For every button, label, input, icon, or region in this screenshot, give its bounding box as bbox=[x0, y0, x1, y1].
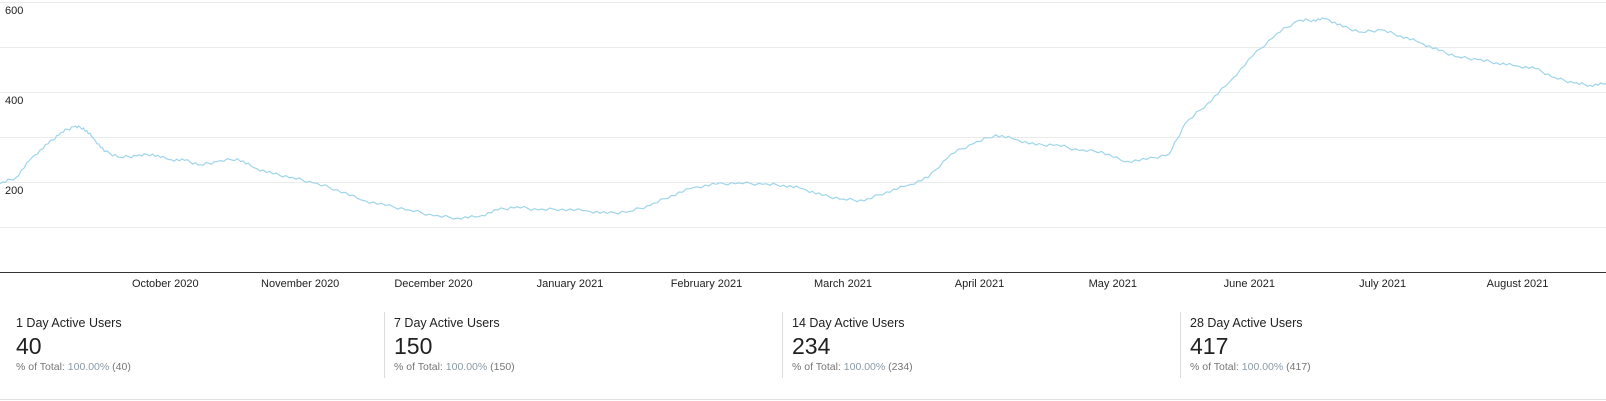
metric-value: 234 bbox=[792, 333, 831, 359]
x-tick-label: July 2021 bbox=[1359, 278, 1406, 290]
metric-divider bbox=[1180, 312, 1181, 378]
x-tick-label: June 2021 bbox=[1224, 278, 1275, 290]
metric-total: % of Total: 100.00% (40) bbox=[16, 361, 131, 373]
total-percent: 100.00% bbox=[445, 361, 488, 373]
total-prefix: % of Total: bbox=[792, 361, 841, 373]
series-line bbox=[0, 16, 1606, 220]
x-tick-label: October 2020 bbox=[132, 278, 199, 290]
metrics-summary: 1 Day Active Users 40 % of Total: 100.00… bbox=[0, 303, 1606, 401]
metric-label: 7 Day Active Users bbox=[394, 316, 500, 330]
x-tick-label: March 2021 bbox=[814, 278, 872, 290]
total-percent: 100.00% bbox=[67, 361, 110, 373]
metric-7-day: 7 Day Active Users 150 % of Total: 100.0… bbox=[378, 303, 778, 387]
total-absolute: (40) bbox=[112, 361, 131, 373]
total-prefix: % of Total: bbox=[1190, 361, 1239, 373]
metric-divider bbox=[384, 312, 385, 378]
x-tick-label: May 2021 bbox=[1089, 278, 1137, 290]
total-percent: 100.00% bbox=[843, 361, 886, 373]
metric-28-day: 28 Day Active Users 417 % of Total: 100.… bbox=[1174, 303, 1594, 387]
x-tick-label: February 2021 bbox=[671, 278, 743, 290]
total-prefix: % of Total: bbox=[16, 361, 65, 373]
y-tick-label: 200 bbox=[5, 185, 23, 197]
line-chart-svg: 600 400 200 October 2020 November 2020 Decemb… bbox=[0, 2, 1606, 290]
y-tick-label: 600 bbox=[5, 5, 23, 17]
metric-total: % of Total: 100.00% (150) bbox=[394, 361, 515, 373]
metric-value: 150 bbox=[394, 333, 433, 359]
x-tick-label: January 2021 bbox=[537, 278, 604, 290]
metric-14-day: 14 Day Active Users 234 % of Total: 100.… bbox=[776, 303, 1176, 387]
metric-label: 28 Day Active Users bbox=[1190, 316, 1303, 330]
total-percent: 100.00% bbox=[1241, 361, 1284, 373]
active-users-chart: 600 400 200 October 2020 November 2020 Decemb… bbox=[0, 2, 1606, 290]
x-tick-label: August 2021 bbox=[1487, 278, 1549, 290]
metric-divider bbox=[782, 312, 783, 378]
metric-total: % of Total: 100.00% (417) bbox=[1190, 361, 1311, 373]
metric-label: 1 Day Active Users bbox=[16, 316, 122, 330]
metric-value: 40 bbox=[16, 333, 42, 359]
metric-label: 14 Day Active Users bbox=[792, 316, 905, 330]
bottom-border bbox=[0, 399, 1606, 400]
metric-value: 417 bbox=[1190, 333, 1229, 359]
total-prefix: % of Total: bbox=[394, 361, 443, 373]
x-tick-label: April 2021 bbox=[955, 278, 1005, 290]
metric-1-day: 1 Day Active Users 40 % of Total: 100.00… bbox=[0, 303, 384, 387]
total-absolute: (150) bbox=[490, 361, 515, 373]
y-tick-label: 400 bbox=[5, 95, 23, 107]
metric-total: % of Total: 100.00% (234) bbox=[792, 361, 913, 373]
x-tick-label: December 2020 bbox=[394, 278, 472, 290]
total-absolute: (234) bbox=[888, 361, 913, 373]
total-absolute: (417) bbox=[1286, 361, 1311, 373]
x-tick-label: November 2020 bbox=[261, 278, 339, 290]
